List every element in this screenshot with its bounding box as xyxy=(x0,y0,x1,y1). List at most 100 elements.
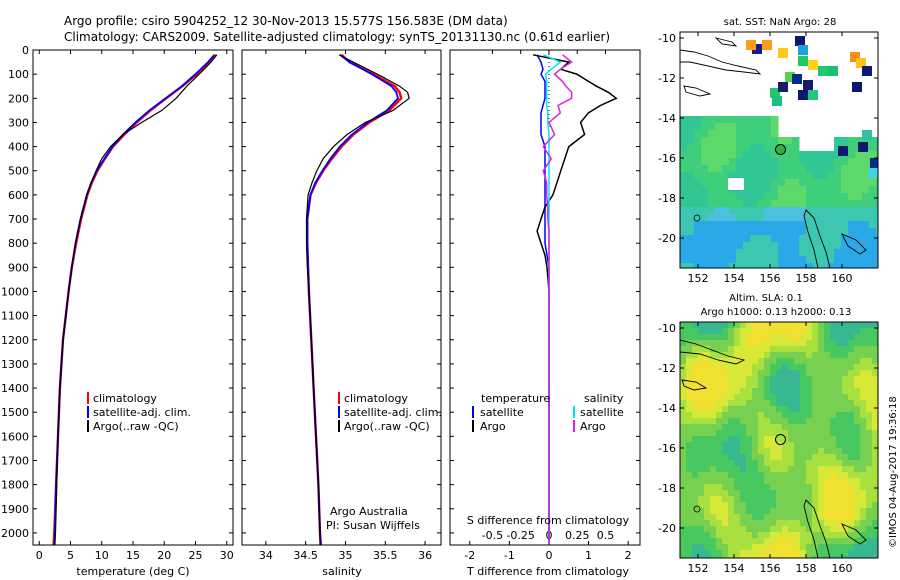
sla-cell xyxy=(782,454,789,461)
sst-cell xyxy=(834,228,842,236)
x-tick-label: 15 xyxy=(126,549,140,562)
sst-cell xyxy=(820,158,828,166)
sla-cell xyxy=(776,328,783,335)
sst-cell xyxy=(778,158,786,166)
difference-axes-frame xyxy=(449,49,641,546)
sla-cell xyxy=(812,436,819,443)
sla-cell xyxy=(782,556,789,558)
sla-cell xyxy=(812,376,819,383)
sla-cell xyxy=(860,448,867,455)
sla-cell xyxy=(758,514,765,521)
sla-cell xyxy=(758,358,765,365)
sla-cell xyxy=(716,334,723,341)
sst-cell xyxy=(701,249,709,257)
sla-cell xyxy=(686,526,693,533)
sla-cell xyxy=(794,490,801,497)
sla-cell xyxy=(872,496,878,503)
sla-cell xyxy=(860,526,867,533)
sla-cell xyxy=(740,322,747,329)
sst-cell xyxy=(743,123,751,131)
sla-cell xyxy=(740,544,747,551)
sla-cell xyxy=(728,388,735,395)
s-x-tick-label: 0.5 xyxy=(597,529,615,542)
sla-cell xyxy=(818,508,825,515)
sst-cell xyxy=(876,207,878,215)
sla-cell xyxy=(836,448,843,455)
sla-cell xyxy=(764,472,771,479)
sla-cell xyxy=(728,454,735,461)
sla-cell xyxy=(752,340,759,347)
sla-cell xyxy=(872,472,878,479)
sla-cell xyxy=(722,406,729,413)
sst-cell xyxy=(785,158,793,166)
sst-cell xyxy=(771,200,779,208)
sla-cell xyxy=(686,430,693,437)
sla-cell xyxy=(788,520,795,527)
sla-cell xyxy=(782,430,789,437)
sla-cell xyxy=(830,502,837,509)
sst-cell xyxy=(701,207,709,215)
sla-cell xyxy=(788,490,795,497)
sla-cell xyxy=(836,526,843,533)
sst-cell xyxy=(701,235,709,243)
sla-cell xyxy=(746,538,753,545)
sla-cell xyxy=(770,526,777,533)
sla-cell xyxy=(794,364,801,371)
sst-cell xyxy=(778,179,786,187)
sla-cell xyxy=(872,418,878,425)
sla-cell xyxy=(824,334,831,341)
sla-cell xyxy=(686,448,693,455)
sla-cell xyxy=(770,436,777,443)
sla-cell xyxy=(680,328,687,335)
sla-cell xyxy=(710,412,717,419)
sst-cell xyxy=(799,179,807,187)
sst-cell xyxy=(722,221,730,229)
sla-cell xyxy=(680,466,687,473)
sla-cell xyxy=(752,400,759,407)
sla-cell xyxy=(710,328,717,335)
sst-cell xyxy=(834,200,842,208)
sla-cell xyxy=(686,376,693,383)
sla-cell xyxy=(734,412,741,419)
sla-cell xyxy=(776,340,783,347)
sst-cell xyxy=(743,207,751,215)
sst-cell xyxy=(792,186,800,194)
sla-cell xyxy=(704,520,711,527)
sla-cell xyxy=(764,352,771,359)
sla-cell xyxy=(794,544,801,551)
sst-cell xyxy=(743,151,751,159)
sla-cell xyxy=(872,556,878,558)
sla-cell xyxy=(704,442,711,449)
sla-cell xyxy=(710,394,717,401)
sla-cell xyxy=(710,472,717,479)
sst-cell xyxy=(757,165,765,173)
sla-cell xyxy=(758,436,765,443)
sla-cell xyxy=(764,436,771,443)
sla-cell xyxy=(680,340,687,347)
sst-cell xyxy=(876,151,878,159)
sla-cell xyxy=(764,460,771,467)
sst-cell xyxy=(771,193,779,201)
sla-cell xyxy=(752,514,759,521)
sla-cell xyxy=(686,550,693,557)
sla-cell xyxy=(734,346,741,353)
sla-cell xyxy=(680,322,687,329)
sst-cell xyxy=(848,242,856,250)
sla-cell xyxy=(800,484,807,491)
sst-cell xyxy=(862,158,870,166)
sst-cell xyxy=(771,137,779,145)
sla-cell xyxy=(836,544,843,551)
sst-cell xyxy=(729,172,737,180)
sla-cell xyxy=(758,490,765,497)
sla-cell xyxy=(806,466,813,473)
sla-cell xyxy=(842,406,849,413)
sst-cell xyxy=(743,249,751,257)
sla-cell xyxy=(704,376,711,383)
sla-cell xyxy=(716,376,723,383)
sla-cell xyxy=(686,400,693,407)
sla-cell xyxy=(818,418,825,425)
sla-cell xyxy=(722,424,729,431)
sla-cell xyxy=(806,364,813,371)
sst-cell xyxy=(729,123,737,131)
sla-cell xyxy=(836,430,843,437)
